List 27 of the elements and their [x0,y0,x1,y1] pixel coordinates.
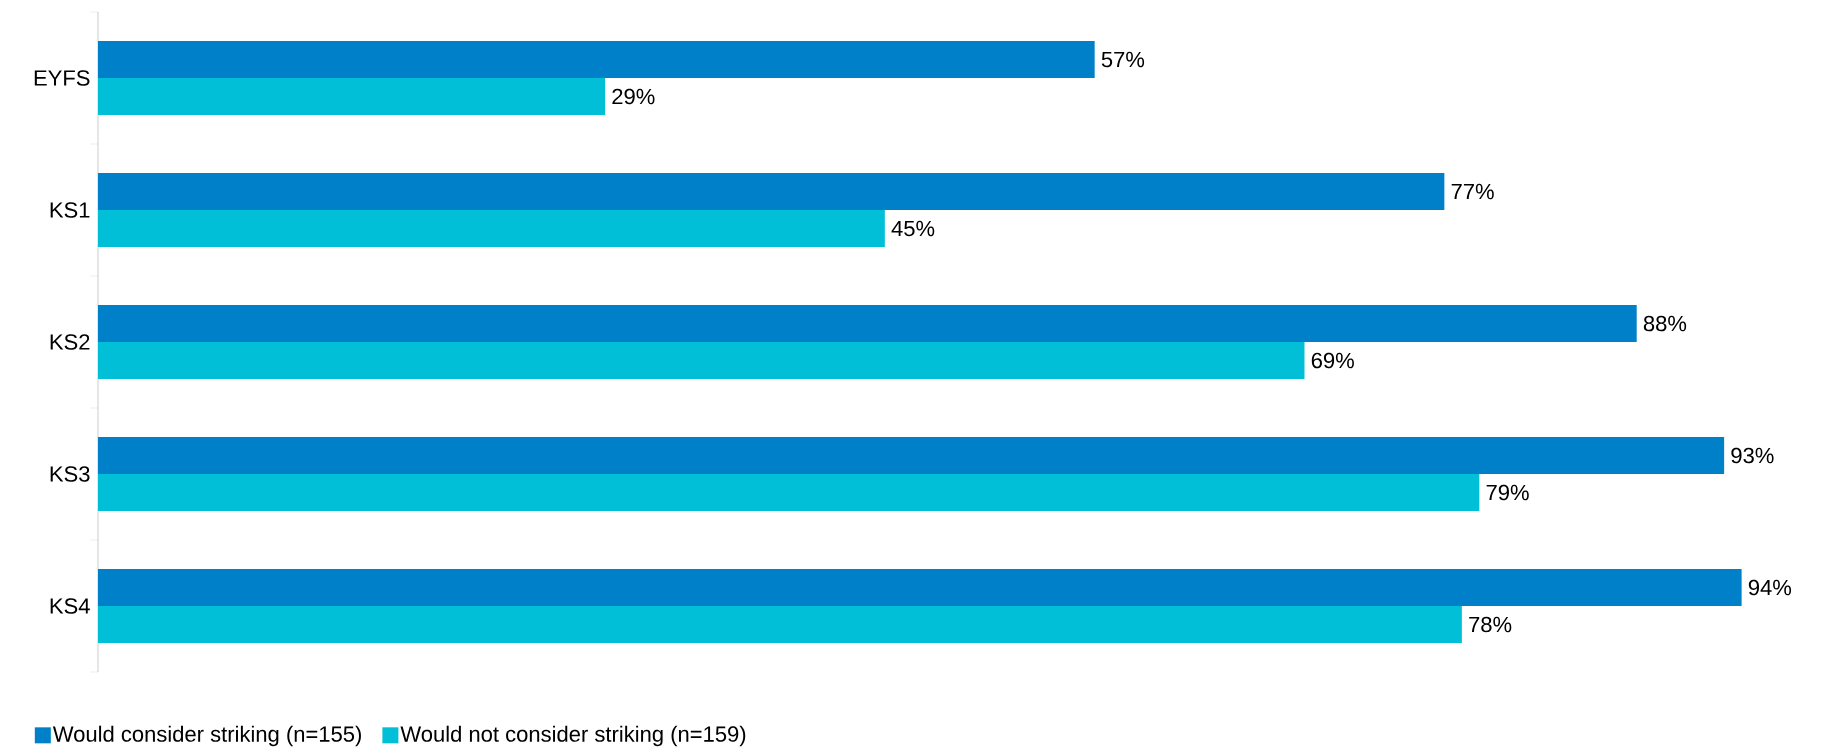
data-label: 57% [1101,51,1145,68]
legend-label: Would consider striking (n=155) [52,725,361,747]
data-label: 69% [1311,352,1354,369]
data-label: 78% [1469,616,1512,633]
data-label: 79% [1486,484,1529,501]
bar [98,78,606,115]
bar [98,606,1462,643]
bar [98,41,1095,78]
data-label: 77% [1451,183,1494,200]
y-tick-label: KS3 [50,466,90,482]
bar [98,437,1725,475]
data-label: 93% [1731,447,1774,464]
data-label: 29% [612,88,655,105]
bar [98,569,1742,607]
bar [98,474,1480,511]
data-label: 45% [891,220,935,237]
bar [98,210,885,247]
data-label: 94% [1748,579,1792,596]
legend-label: Would not consider striking (n=159) [400,725,746,747]
data-label: 88% [1643,315,1687,332]
y-tick-label: KS2 [50,334,90,350]
y-tick-label: KS1 [50,202,90,218]
bar [98,342,1305,379]
bar [98,305,1637,342]
y-tick-label: KS4 [50,598,90,614]
y-tick-label: EYFS [34,70,90,86]
bar [98,173,1445,210]
